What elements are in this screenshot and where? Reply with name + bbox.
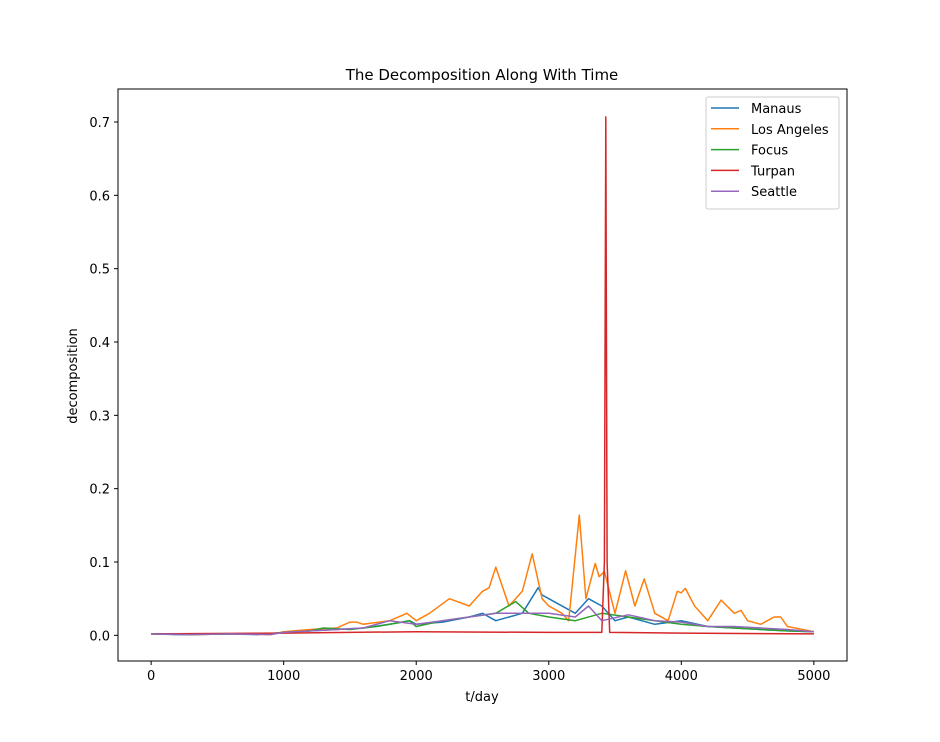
legend-label: Los Angeles xyxy=(751,123,829,138)
legend-box xyxy=(705,96,840,210)
y-axis-label: decomposition xyxy=(66,328,81,424)
series-line-seattle xyxy=(151,605,814,636)
legend-label: Seattle xyxy=(751,185,797,200)
plot-frame xyxy=(117,88,848,662)
x-tick-label: 5000 xyxy=(797,669,830,684)
x-tick-label: 1000 xyxy=(267,669,300,684)
legend-label: Turpan xyxy=(750,164,795,179)
y-tick-label: 0.6 xyxy=(89,189,110,204)
legend: Manaus Los Angeles Focus Turpan Seattle xyxy=(705,96,840,210)
x-tick-label: 2000 xyxy=(400,669,433,684)
y-tick-label: 0.5 xyxy=(89,263,110,278)
y-tick-label: 0.0 xyxy=(89,629,110,644)
series-line-los-angeles xyxy=(151,514,815,636)
x-tick-label: 4000 xyxy=(665,669,698,684)
x-axis-label: t/day xyxy=(465,690,499,705)
y-tick-label: 0.7 xyxy=(89,116,110,131)
series-line-turpan xyxy=(151,116,814,635)
chart-title: The Decomposition Along With Time xyxy=(345,66,619,84)
legend-label: Manaus xyxy=(751,102,802,117)
legend-label: Focus xyxy=(751,144,788,159)
y-tick-label: 0.2 xyxy=(89,483,110,498)
plot-area: 0 1000 2000 3000 4000 5000 0.0 0.1 0.2 0.3 0.4 0.5 0… xyxy=(89,88,848,684)
y-tick-label: 0.1 xyxy=(89,556,110,571)
x-tick-label: 0 xyxy=(147,669,155,684)
y-tick-label: 0.3 xyxy=(89,409,110,424)
y-tick-label: 0.4 xyxy=(89,336,110,351)
x-tick-label: 3000 xyxy=(532,669,565,684)
